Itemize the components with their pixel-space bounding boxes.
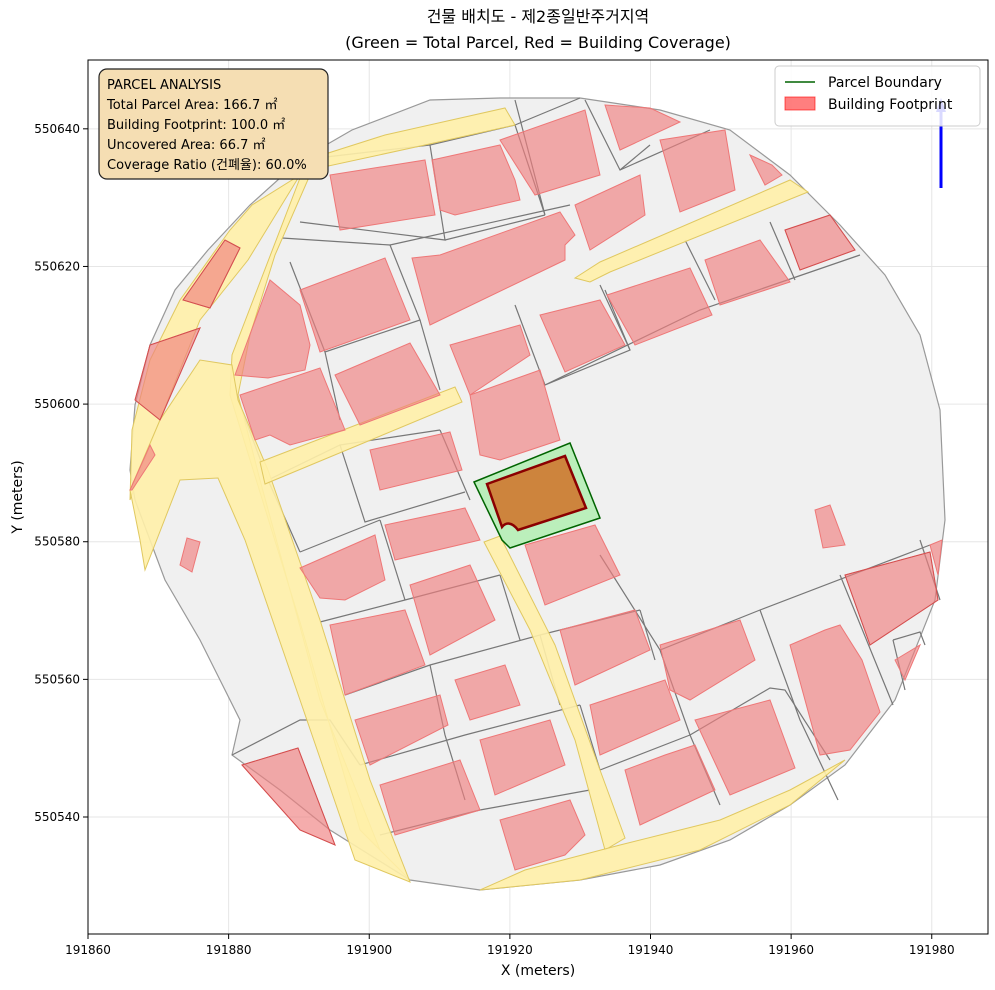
y-tick-label: 550640 — [34, 122, 80, 136]
info-box-background — [98, 68, 329, 180]
y-axis-ticks: 550540 550560 550580 550600 550620 550640 — [34, 122, 88, 824]
y-tick-label: 550540 — [34, 810, 80, 824]
info-coverage: Coverage Ratio (건폐율): 60.0% — [107, 158, 307, 173]
x-axis-label: X (meters) — [501, 963, 575, 979]
info-footprint: Building Footprint: 100.0 ㎡ — [107, 118, 285, 133]
legend-building-swatch — [784, 96, 816, 111]
x-tick-label: 191980 — [909, 943, 955, 957]
building-footprints — [129, 104, 943, 871]
y-tick-label: 550600 — [34, 397, 80, 411]
y-tick-label: 550560 — [34, 672, 80, 686]
x-tick-label: 191940 — [628, 943, 674, 957]
info-uncovered: Uncovered Area: 66.7 ㎡ — [107, 138, 266, 153]
parcel-analysis-box: PARCEL ANALYSIS Total Parcel Area: 166.7… — [98, 68, 329, 180]
y-axis-label: Y (meters) — [10, 460, 26, 534]
target-building — [485, 454, 588, 532]
x-tick-label: 191960 — [768, 943, 814, 957]
road-east — [573, 179, 810, 283]
y-tick-label: 550580 — [34, 535, 80, 549]
legend-building-label: Building Footprint — [828, 97, 953, 113]
x-tick-label: 191920 — [487, 943, 533, 957]
legend-parcel-label: Parcel Boundary — [828, 75, 942, 91]
map-plot-area — [88, 60, 988, 934]
x-axis-ticks: 191860 191880 191900 191920 191940 191960 1919… — [65, 934, 955, 957]
legend-background — [774, 65, 981, 127]
x-tick-label: 191880 — [206, 943, 252, 957]
axes-frame — [87, 59, 989, 935]
roads — [129, 107, 846, 891]
info-parcel-area: Total Parcel Area: 166.7 ㎡ — [106, 98, 277, 113]
x-tick-label: 191860 — [65, 943, 111, 957]
chart-subtitle: (Green = Total Parcel, Red = Building Co… — [345, 33, 731, 52]
x-tick-label: 191900 — [346, 943, 392, 957]
chart-title: 건물 배치도 - 제2종일반주거지역 — [427, 7, 650, 26]
info-heading: PARCEL ANALYSIS — [107, 78, 221, 93]
building-outlines — [134, 214, 939, 846]
y-tick-label: 550620 — [34, 259, 80, 273]
legend: Parcel Boundary Building Footprint — [774, 65, 981, 127]
road-south-arc — [479, 759, 846, 891]
road-southwest — [129, 359, 411, 883]
road-south-diagonal — [483, 535, 626, 851]
